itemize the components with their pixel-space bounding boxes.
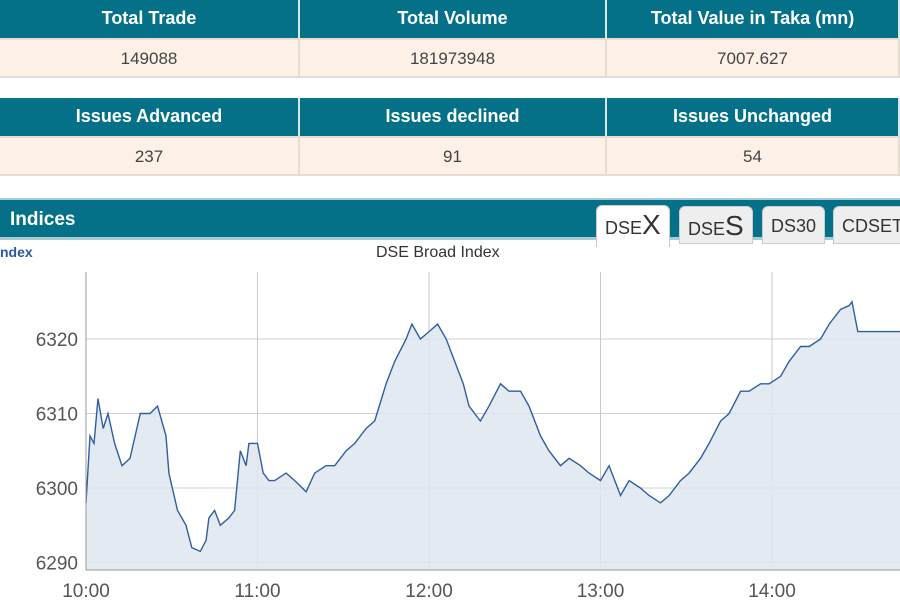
y-tick-label: 6300 — [36, 479, 78, 500]
x-tick-label: 14:00 — [748, 581, 796, 600]
tab-ds30[interactable]: DS30 — [762, 206, 826, 244]
tab-dses[interactable]: DSES — [679, 206, 753, 244]
header-total-volume: Total Volume — [300, 0, 607, 38]
tab-label: CDSET — [842, 216, 900, 236]
tab-label: DSE — [605, 218, 643, 238]
index-link[interactable]: ndex — [0, 244, 33, 260]
value-issues-advanced: 237 — [0, 136, 300, 176]
tab-label: DSE — [688, 219, 726, 239]
series-line — [85, 300, 900, 553]
market-summary-table: Total Trade Total Volume Total Value in … — [0, 0, 900, 78]
value-total-value: 7007.627 — [607, 38, 900, 78]
indices-header-bar: Indices DSEX DSES DS30 CDSET — [0, 198, 900, 247]
series-area — [86, 301, 900, 570]
tab-label-big: S — [725, 210, 744, 241]
header-issues-unchanged: Issues Unchanged — [607, 98, 900, 136]
value-total-volume: 181973948 — [300, 38, 607, 78]
tab-dsex[interactable]: DSEX — [596, 205, 670, 247]
y-tick-label: 6290 — [36, 554, 78, 575]
indices-title: Indices — [10, 209, 76, 230]
x-tick-label: 11:00 — [234, 581, 280, 600]
tab-label-big: X — [642, 209, 661, 240]
y-tick-label: 6310 — [36, 405, 78, 426]
tab-cdset[interactable]: CDSET — [833, 206, 900, 244]
chart-title: DSE Broad Index — [376, 244, 500, 261]
header-total-value: Total Value in Taka (mn) — [607, 0, 900, 38]
x-tick-label: 12:00 — [405, 581, 453, 600]
value-issues-declined: 91 — [300, 136, 607, 176]
x-tick-label: 13:00 — [577, 581, 625, 600]
value-issues-unchanged: 54 — [607, 136, 900, 176]
header-issues-declined: Issues declined — [300, 98, 607, 136]
tab-label: DS30 — [771, 216, 817, 236]
header-total-trade: Total Trade — [0, 0, 300, 38]
y-tick-label: 6320 — [36, 330, 78, 351]
header-issues-advanced: Issues Advanced — [0, 98, 300, 136]
issues-table: Issues Advanced Issues declined Issues U… — [0, 98, 900, 176]
value-total-trade: 149088 — [0, 38, 300, 78]
x-tick-label: 10:00 — [62, 581, 110, 600]
